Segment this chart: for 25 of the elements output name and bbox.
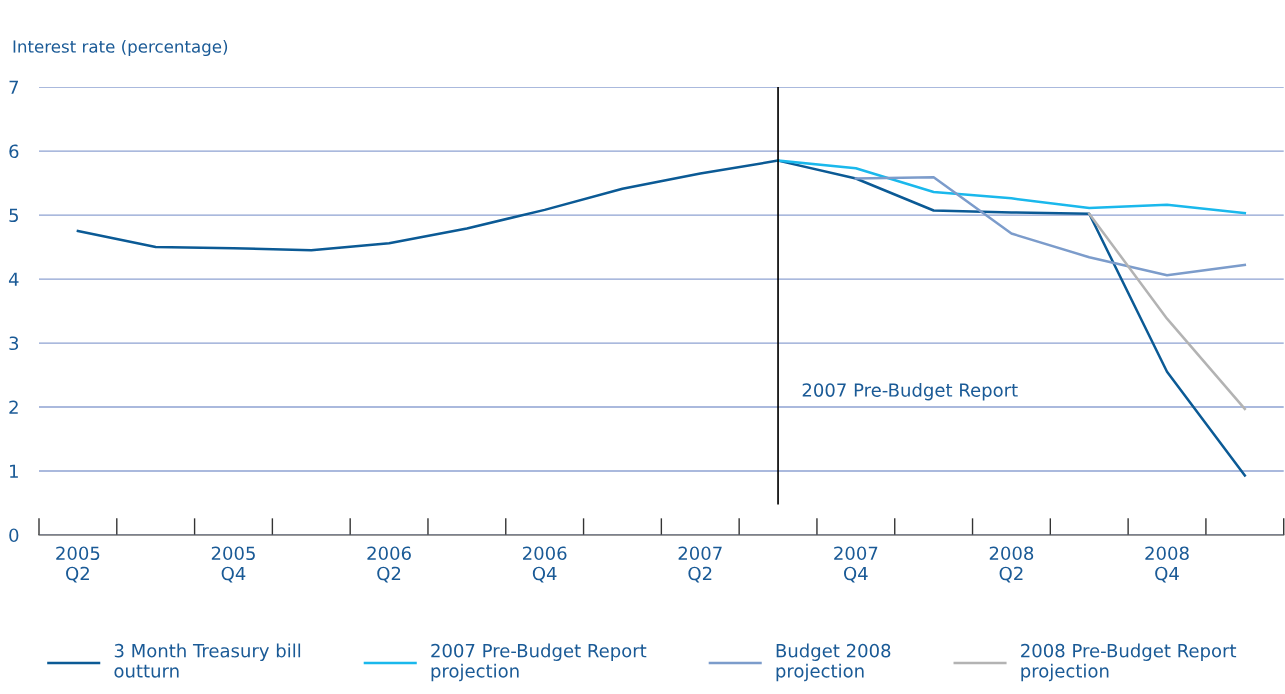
y-axis-title: Interest rate (percentage) (13, 39, 228, 57)
x-tick-label: 2006 Q2 (367, 546, 411, 583)
x-tick-label: 2008 Q4 (1145, 546, 1189, 583)
y-tick-label: 5 (9, 208, 18, 223)
y-tick-label: 0 (9, 528, 19, 543)
x-tick-label: 2007 Q2 (678, 546, 722, 583)
line-series (776, 159, 1247, 215)
legend-label: Budget 2008 projection (776, 643, 891, 682)
legend-label: 3 Month Treasury bill outturn (114, 643, 301, 678)
line-series (854, 175, 1247, 277)
y-tick-label: 1 (10, 464, 18, 478)
y-tick-label: 7 (9, 80, 19, 94)
y-tick-label: 2 (9, 400, 18, 414)
legend-label: 2008 Pre-Budget Report projection (1021, 643, 1237, 682)
x-tick-label: 2005 Q2 (56, 546, 100, 583)
x-tick-label: 2007 Q4 (834, 546, 878, 583)
legend-label: 2007 Pre-Budget Report projection (431, 643, 647, 682)
y-tick-label: 3 (9, 336, 19, 351)
annotation: 2007 Pre-Budget Report (802, 382, 1018, 401)
x-tick-label: 2008 Q2 (989, 546, 1034, 583)
y-tick-label: 4 (8, 272, 19, 286)
line-series (76, 159, 1247, 477)
x-tick-label: 2005 Q4 (211, 546, 255, 583)
x-tick-label: 2006 Q4 (523, 546, 567, 583)
y-tick-label: 6 (9, 144, 19, 159)
